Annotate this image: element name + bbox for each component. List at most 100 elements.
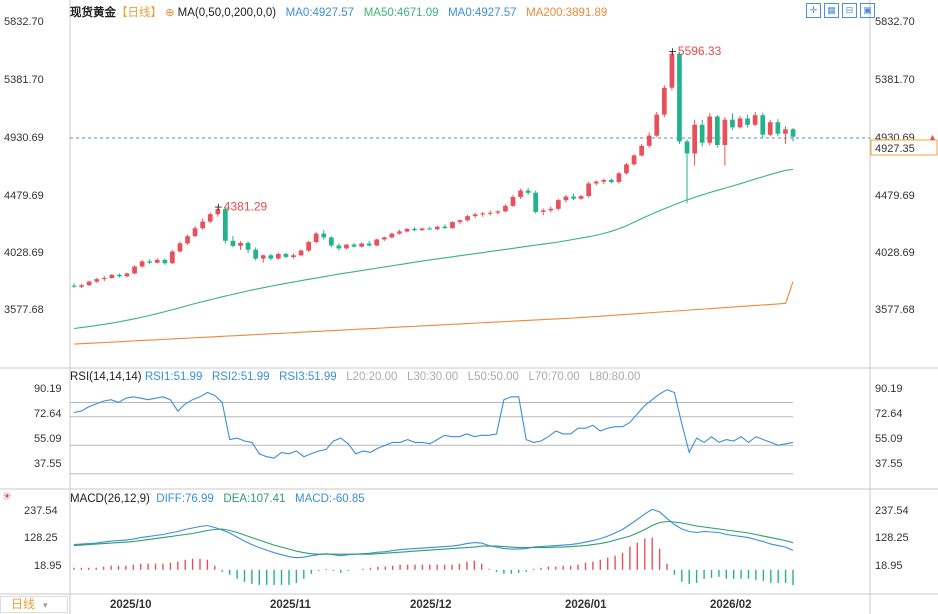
ma200-value: MA200:3891.89: [526, 7, 608, 19]
candle-body: [344, 244, 349, 249]
rsi1-line: [73, 389, 794, 459]
candle-body: [495, 211, 501, 213]
candle-body: [245, 242, 251, 250]
candle-body: [291, 255, 296, 257]
screenshot-icon[interactable]: ▣: [860, 3, 875, 18]
price-tick-left: 4930.69: [4, 132, 44, 144]
candle-body: [101, 278, 107, 280]
l70-value: L70:70.00: [528, 371, 580, 383]
period-button[interactable]: 日线 ▾: [0, 596, 68, 613]
candle-body: [230, 240, 236, 246]
candle-body: [200, 221, 205, 229]
grid-icon[interactable]: ▦: [824, 3, 839, 18]
candle-body: [427, 228, 433, 230]
price-tick-left: 3577.68: [4, 304, 44, 316]
candle-body: [450, 222, 455, 228]
macd-tick-left: 237.54: [24, 505, 58, 517]
rsi-line-group: [73, 389, 794, 459]
annotation-high-label: 5596.33: [678, 44, 722, 58]
candle-body: [238, 242, 243, 246]
candle-body: [624, 164, 629, 174]
toolbar: ✛ ▦ ⊟ ▣: [806, 3, 875, 18]
macd-lines-group: [73, 508, 794, 559]
x-tick-label: 2026/01: [565, 599, 607, 611]
candle-body: [715, 116, 720, 145]
candle-body: [79, 285, 84, 287]
rsi-tick-left: 55.09: [34, 433, 62, 445]
rsi3-value: RSI3:51.99: [279, 371, 337, 383]
candle-body: [601, 180, 607, 182]
candle-body: [609, 180, 614, 182]
price-y-ticks: 5832.70 5381.70 4930.69 4479.69 4028.69 …: [4, 16, 915, 316]
last-price-label: 4927.35: [875, 143, 915, 155]
l80-value: L80:80.00: [589, 371, 641, 383]
candle-body: [389, 233, 395, 238]
candle-body: [518, 190, 523, 197]
candle-body: [306, 242, 311, 251]
candle-body: [730, 119, 735, 128]
candle-body: [154, 259, 160, 263]
dea-value: DEA:107.41: [223, 493, 286, 505]
candle-body: [366, 243, 372, 246]
candle-body: [351, 244, 357, 247]
candle-body: [790, 129, 796, 137]
candle-body: [646, 135, 652, 146]
candle-body: [207, 214, 213, 222]
price-tick-left: 4028.69: [4, 247, 44, 259]
crosshair-icon[interactable]: ✛: [806, 3, 821, 18]
candle-body: [465, 216, 470, 221]
x-tick-label: 2025/12: [410, 599, 452, 611]
rsi-tick-right: 55.09: [875, 433, 903, 445]
dif-line: [73, 508, 794, 559]
price-flag-icon: ▴: [930, 132, 935, 143]
x-tick-label: 2025/10: [110, 599, 152, 611]
ma200-line-group: [73, 281, 794, 345]
candle-body: [639, 145, 644, 156]
plus-circle-icon[interactable]: ⊕: [165, 7, 175, 19]
candle-body: [760, 115, 766, 135]
candle-body: [677, 53, 682, 142]
rsi-tick-left: 72.64: [34, 408, 62, 420]
rsi-title[interactable]: RSI(14,14,14): [70, 371, 142, 383]
layout-icon[interactable]: ⊟: [842, 3, 857, 18]
period-label[interactable]: 【日线】: [116, 7, 162, 19]
l50-value: L50:50.00: [467, 371, 519, 383]
macd-histogram-group: [73, 537, 794, 586]
rsi-tick-left: 37.55: [34, 458, 62, 470]
candle-body: [662, 87, 667, 115]
candle-body: [336, 245, 342, 249]
candle-body: [86, 281, 92, 286]
candle-body: [631, 155, 637, 165]
rsi-tick-left: 90.19: [34, 383, 62, 395]
rsi-reference-levels: [70, 402, 793, 475]
candle-body: [177, 243, 183, 252]
annotation-high-label: 4381.29: [224, 199, 268, 213]
candle-body: [170, 251, 175, 264]
candle-body: [192, 228, 198, 237]
ma-title[interactable]: MA(0,50,0,200,0,0): [177, 7, 277, 19]
ma50-value: MA50:4671.09: [363, 7, 439, 19]
macd-tick-left: 128.25: [24, 532, 58, 544]
dif-value: DIFF:76.99: [156, 493, 214, 505]
macd-tick-left: 18.95: [34, 560, 62, 572]
macd-tick-right: 128.25: [875, 532, 909, 544]
candle-body: [321, 233, 327, 238]
price-tick-right: 3577.68: [875, 304, 915, 316]
dea-line: [73, 520, 794, 555]
candle-body: [109, 274, 115, 279]
macd-y-ticks: 237.54 128.25 18.95 237.54 128.25 18.95: [24, 505, 909, 572]
candle-body: [117, 274, 122, 277]
candle-body: [472, 214, 478, 217]
candle-body: [783, 129, 788, 134]
candle-body: [533, 192, 538, 212]
macd-legend: MACD(26,12,9) DIFF:76.99 DEA:107.41 MACD…: [70, 493, 365, 505]
period-button-label[interactable]: 日线: [11, 597, 36, 611]
candle-body: [276, 254, 281, 259]
sun-icon[interactable]: ☀: [2, 490, 12, 503]
candle-body: [419, 228, 425, 231]
macd-title[interactable]: MACD(26,12,9): [70, 493, 150, 505]
price-tick-right: 5381.70: [875, 74, 915, 86]
ma50-line-group: [73, 168, 794, 330]
candle-body: [669, 53, 675, 88]
